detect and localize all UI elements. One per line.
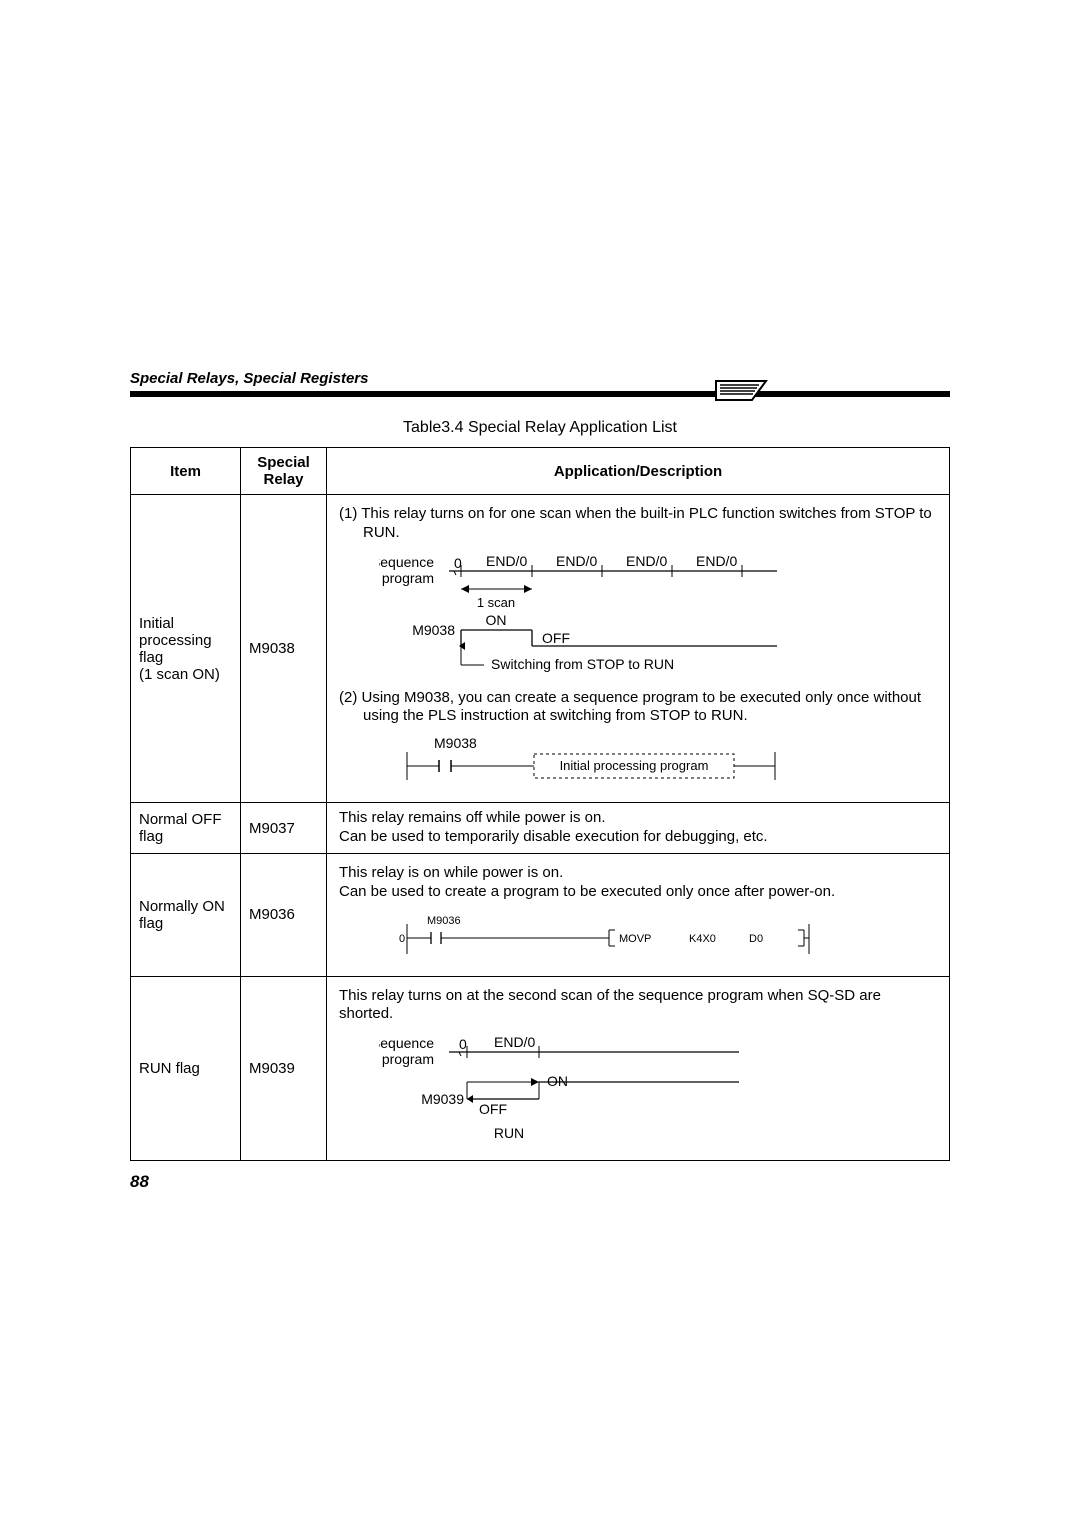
desc-text: Can be used to temporarily disable execu…	[339, 828, 937, 847]
desc-text: Can be used to create a program to be ex…	[339, 883, 937, 902]
cell-item: Normal OFF flag	[131, 803, 241, 854]
page-number: 88	[130, 1172, 149, 1192]
table-caption: Table3.4 Special Relay Application List	[130, 419, 950, 437]
relay-table: Item Special Relay Application/Descripti…	[130, 447, 950, 1161]
table-row: Initial processing flag (1 scan ON) M903…	[131, 495, 950, 803]
svg-text:program: program	[382, 1051, 434, 1067]
desc-text: This relay turns on at the second scan o…	[339, 987, 937, 1025]
svg-text:Sequence: Sequence	[379, 1035, 434, 1051]
svg-text:END/0: END/0	[696, 553, 737, 569]
cell-desc: This relay is on while power is on. Can …	[327, 854, 950, 977]
col-desc: Application/Description	[327, 448, 950, 495]
cell-relay: M9039	[241, 976, 327, 1161]
svg-text:ON: ON	[547, 1073, 568, 1089]
col-item: Item	[131, 448, 241, 495]
timing-diagram-1: Sequence program 0 END/0 END/0 END/0 END…	[379, 553, 829, 683]
svg-text:ON: ON	[486, 612, 507, 628]
svg-text:END/0: END/0	[556, 553, 597, 569]
cell-item: RUN flag	[131, 976, 241, 1161]
ladder-diagram-1: M9038 Initial processing program	[379, 736, 799, 786]
svg-text:M9039: M9039	[421, 1091, 464, 1107]
cell-relay: M9038	[241, 495, 327, 803]
svg-text:Switching from STOP to RUN: Switching from STOP to RUN	[491, 656, 674, 672]
svg-text:M9036: M9036	[427, 915, 461, 927]
table-row: RUN flag M9039 This relay turns on at th…	[131, 976, 950, 1161]
col-relay: Special Relay	[241, 448, 327, 495]
svg-text:program: program	[382, 570, 434, 586]
svg-text:1 scan: 1 scan	[477, 595, 515, 610]
cell-item: Normally ON flag	[131, 854, 241, 977]
cell-desc: (1) This relay turns on for one scan whe…	[327, 495, 950, 803]
cell-relay: M9036	[241, 854, 327, 977]
header-rule	[130, 391, 950, 397]
desc-text: This relay remains off while power is on…	[339, 809, 937, 828]
timing-diagram-2: Sequence program 0 END/0 M9039	[379, 1034, 769, 1144]
cell-desc: This relay remains off while power is on…	[327, 803, 950, 854]
desc-text: This relay is on while power is on.	[339, 864, 937, 883]
svg-text:OFF: OFF	[542, 630, 570, 646]
desc-text: (1) This relay turns on for one scan whe…	[339, 505, 937, 543]
table-row: Normal OFF flag M9037 This relay remains…	[131, 803, 950, 854]
ladder-diagram-2: M9036 0 MOVP K4X0 D0	[379, 912, 839, 960]
svg-text:K4X0: K4X0	[689, 933, 716, 945]
svg-text:MOVP: MOVP	[619, 933, 651, 945]
svg-text:M9038: M9038	[434, 736, 477, 751]
table-row: Normally ON flag M9036 This relay is on …	[131, 854, 950, 977]
svg-text:END/0: END/0	[494, 1034, 535, 1050]
svg-text:Initial processing program: Initial processing program	[560, 758, 709, 773]
cell-relay: M9037	[241, 803, 327, 854]
svg-text:RUN: RUN	[494, 1125, 524, 1141]
svg-text:END/0: END/0	[626, 553, 667, 569]
section-header: Special Relays, Special Registers	[130, 370, 368, 393]
svg-text:OFF: OFF	[479, 1101, 507, 1117]
table-header-row: Item Special Relay Application/Descripti…	[131, 448, 950, 495]
svg-text:0: 0	[459, 1036, 467, 1052]
header-icon	[714, 376, 768, 406]
svg-text:M9038: M9038	[412, 622, 455, 638]
cell-item: Initial processing flag (1 scan ON)	[131, 495, 241, 803]
desc-text: (2) Using M9038, you can create a sequen…	[339, 689, 937, 727]
svg-text:END/0: END/0	[486, 553, 527, 569]
cell-desc: This relay turns on at the second scan o…	[327, 976, 950, 1161]
svg-text:D0: D0	[749, 933, 763, 945]
svg-text:Sequence: Sequence	[379, 554, 434, 570]
svg-text:0: 0	[399, 933, 405, 945]
